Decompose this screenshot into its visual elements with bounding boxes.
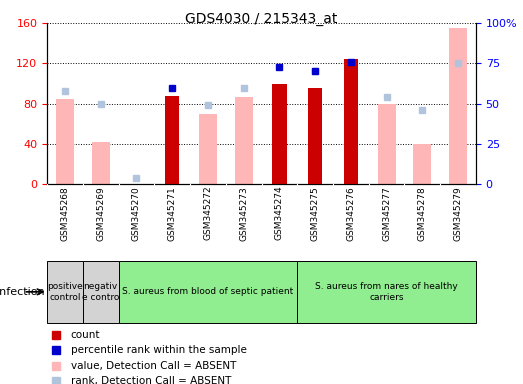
Text: GSM345275: GSM345275 [311,186,320,241]
Bar [272,84,287,184]
Text: GSM345271: GSM345271 [168,186,177,241]
Text: GSM345270: GSM345270 [132,186,141,241]
Text: S. aureus from nares of healthy
carriers: S. aureus from nares of healthy carriers [315,282,458,301]
Text: S. aureus from blood of septic patient: S. aureus from blood of septic patient [122,287,293,296]
Bar [235,97,253,184]
Bar [378,104,395,184]
Text: GSM345274: GSM345274 [275,186,284,240]
Text: GSM345269: GSM345269 [96,186,105,241]
Bar [47,261,83,323]
Bar [83,261,119,323]
Bar [449,28,467,184]
Bar [413,144,431,184]
Text: GSM345272: GSM345272 [203,186,212,240]
Bar [308,88,322,184]
Text: GSM345277: GSM345277 [382,186,391,241]
Text: GSM345268: GSM345268 [61,186,70,241]
Text: rank, Detection Call = ABSENT: rank, Detection Call = ABSENT [71,376,231,384]
Bar [344,60,358,184]
Bar [92,142,110,184]
Bar [165,96,179,184]
Text: GSM345278: GSM345278 [418,186,427,241]
Text: percentile rank within the sample: percentile rank within the sample [71,345,246,355]
Bar [297,261,476,323]
Text: GDS4030 / 215343_at: GDS4030 / 215343_at [185,12,338,25]
Text: GSM345273: GSM345273 [239,186,248,241]
Text: positive
control: positive control [47,282,83,301]
Text: count: count [71,330,100,340]
Text: negativ
e contro: negativ e contro [82,282,119,301]
Text: value, Detection Call = ABSENT: value, Detection Call = ABSENT [71,361,236,371]
Text: GSM345276: GSM345276 [346,186,355,241]
Bar [119,261,297,323]
Bar [199,114,217,184]
Text: GSM345279: GSM345279 [453,186,462,241]
Bar [56,99,74,184]
Text: infection: infection [0,287,44,297]
